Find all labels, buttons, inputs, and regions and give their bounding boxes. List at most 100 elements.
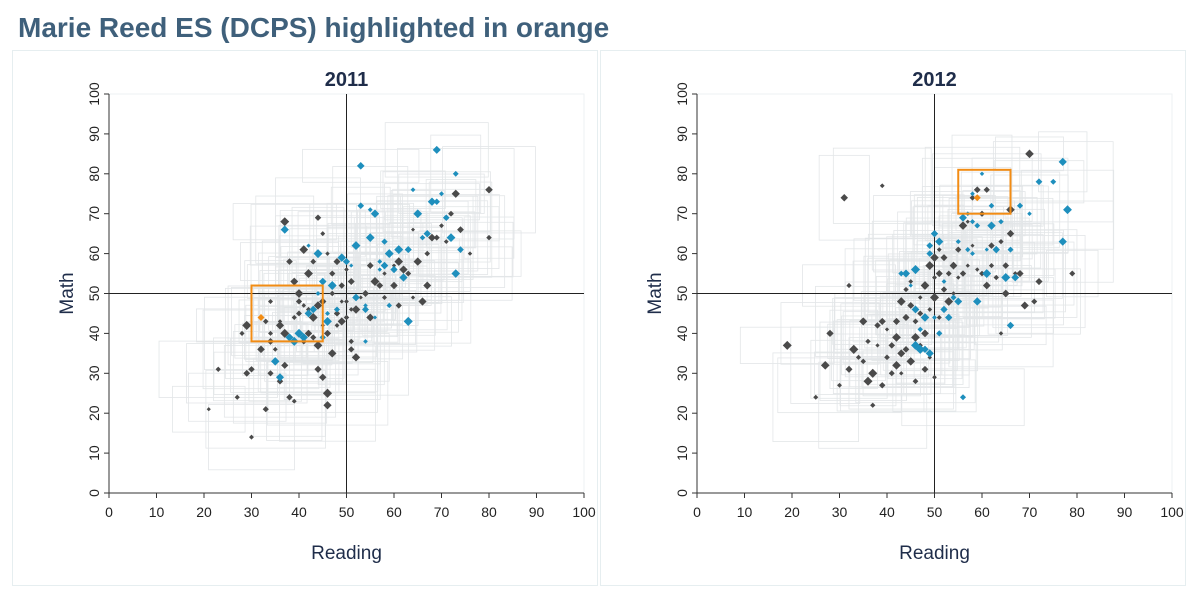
data-point-dark (896, 297, 906, 306)
data-point-blue (992, 245, 1000, 254)
data-point-dark (358, 295, 363, 300)
ci-box (833, 297, 922, 354)
data-point-dark (903, 286, 909, 293)
data-point-dark (897, 349, 906, 358)
data-point-blue (403, 316, 413, 326)
data-point-blue (386, 302, 392, 309)
data-point-dark (413, 257, 422, 266)
data-point-dark (310, 334, 317, 341)
data-point-dark (1031, 298, 1038, 305)
data-point-dark (912, 378, 919, 385)
y-tick-label: 70 (674, 206, 690, 222)
data-point-blue (327, 281, 337, 290)
ci-box (875, 259, 966, 336)
data-point-dark (911, 332, 920, 342)
data-point-blue (372, 315, 378, 320)
data-point-blue (1006, 321, 1015, 330)
ci-box (418, 230, 522, 277)
data-point-blue (349, 263, 354, 268)
ci-box (316, 273, 396, 322)
data-point-dark (304, 329, 313, 338)
highlight-box (957, 168, 1012, 215)
highlight-point (973, 194, 981, 202)
data-point-dark (286, 393, 293, 401)
data-point-dark (206, 407, 211, 412)
data-point-dark (308, 313, 318, 322)
data-point-dark (969, 194, 976, 201)
data-point-blue (936, 330, 943, 337)
data-point-dark (351, 305, 361, 314)
ci-box (188, 372, 287, 422)
ci-box (327, 323, 404, 360)
y-axis-label: Math (645, 272, 666, 314)
data-point-dark (268, 330, 273, 336)
data-point-dark (1002, 262, 1010, 269)
x-tick-label: 30 (244, 504, 260, 520)
y-tick-label: 50 (86, 286, 102, 302)
data-point-dark (366, 313, 375, 322)
data-point-dark (344, 299, 349, 304)
ci-box (909, 191, 1026, 237)
data-point-dark (932, 275, 937, 280)
data-point-blue (318, 277, 327, 286)
data-point-blue (917, 326, 923, 333)
data-point-dark (921, 365, 929, 373)
data-point-dark (959, 270, 967, 277)
page-title: Marie Reed ES (DCPS) highlighted in oran… (18, 12, 610, 43)
data-point-dark (837, 382, 842, 388)
data-point-dark (399, 265, 408, 274)
data-point-dark (362, 290, 369, 297)
data-point-blue (1035, 178, 1043, 186)
data-point-blue (979, 171, 985, 177)
ci-box (442, 146, 536, 234)
data-point-dark (927, 307, 933, 312)
highlight-point (257, 313, 265, 321)
data-point-dark (917, 310, 924, 317)
data-point-dark (902, 346, 910, 353)
data-point-blue (323, 317, 332, 326)
ci-box (832, 147, 932, 224)
ci-box (398, 246, 513, 301)
data-point-dark (304, 269, 313, 278)
data-point-dark (1016, 269, 1024, 278)
scatter-plot-2012: 0 10 20 30 40 50 60 70 80 90 100 0 10 20 30 40 50 60 70 80 9… (645, 69, 1184, 564)
ci-boxes (739, 131, 1115, 449)
ci-box (213, 351, 328, 395)
data-point-blue (306, 243, 311, 248)
y-tick-label: 40 (674, 325, 690, 341)
data-point-blue (941, 279, 947, 284)
ci-box (966, 229, 1064, 326)
data-point-dark (956, 275, 961, 280)
chart-panel-2012: 0 10 20 30 40 50 60 70 80 90 100 0 10 20 30 40 50 60 70 80 9… (600, 50, 1186, 586)
data-point-dark (958, 221, 968, 230)
ci-box (814, 351, 932, 395)
ci-box (376, 195, 479, 272)
data-point-dark (863, 376, 873, 386)
data-point-dark (443, 239, 449, 245)
data-point-dark (248, 366, 255, 373)
x-tick-label: 20 (196, 504, 212, 520)
ci-box (974, 305, 1047, 346)
ci-box (387, 195, 506, 288)
x-tick-label: 20 (784, 504, 800, 520)
data-point-blue (439, 191, 444, 197)
ci-box (430, 134, 482, 213)
data-point-dark (382, 294, 387, 300)
y-tick-label: 10 (86, 445, 102, 461)
data-point-dark (296, 310, 302, 317)
data-point-dark (267, 370, 274, 377)
ci-box (945, 242, 1066, 313)
data-point-dark (344, 267, 349, 272)
y-tick-label: 80 (674, 166, 690, 182)
data-point-blue (367, 207, 373, 213)
data-point-blue (926, 242, 934, 249)
ci-box (463, 216, 515, 259)
data-point-dark (275, 321, 285, 330)
ci-box (855, 359, 976, 404)
data-point-dark (988, 262, 995, 269)
data-point-dark (973, 186, 981, 194)
data-point-blue (446, 233, 456, 243)
data-point-dark (940, 286, 948, 293)
ci-box (232, 203, 337, 241)
data-point-dark (912, 318, 919, 325)
